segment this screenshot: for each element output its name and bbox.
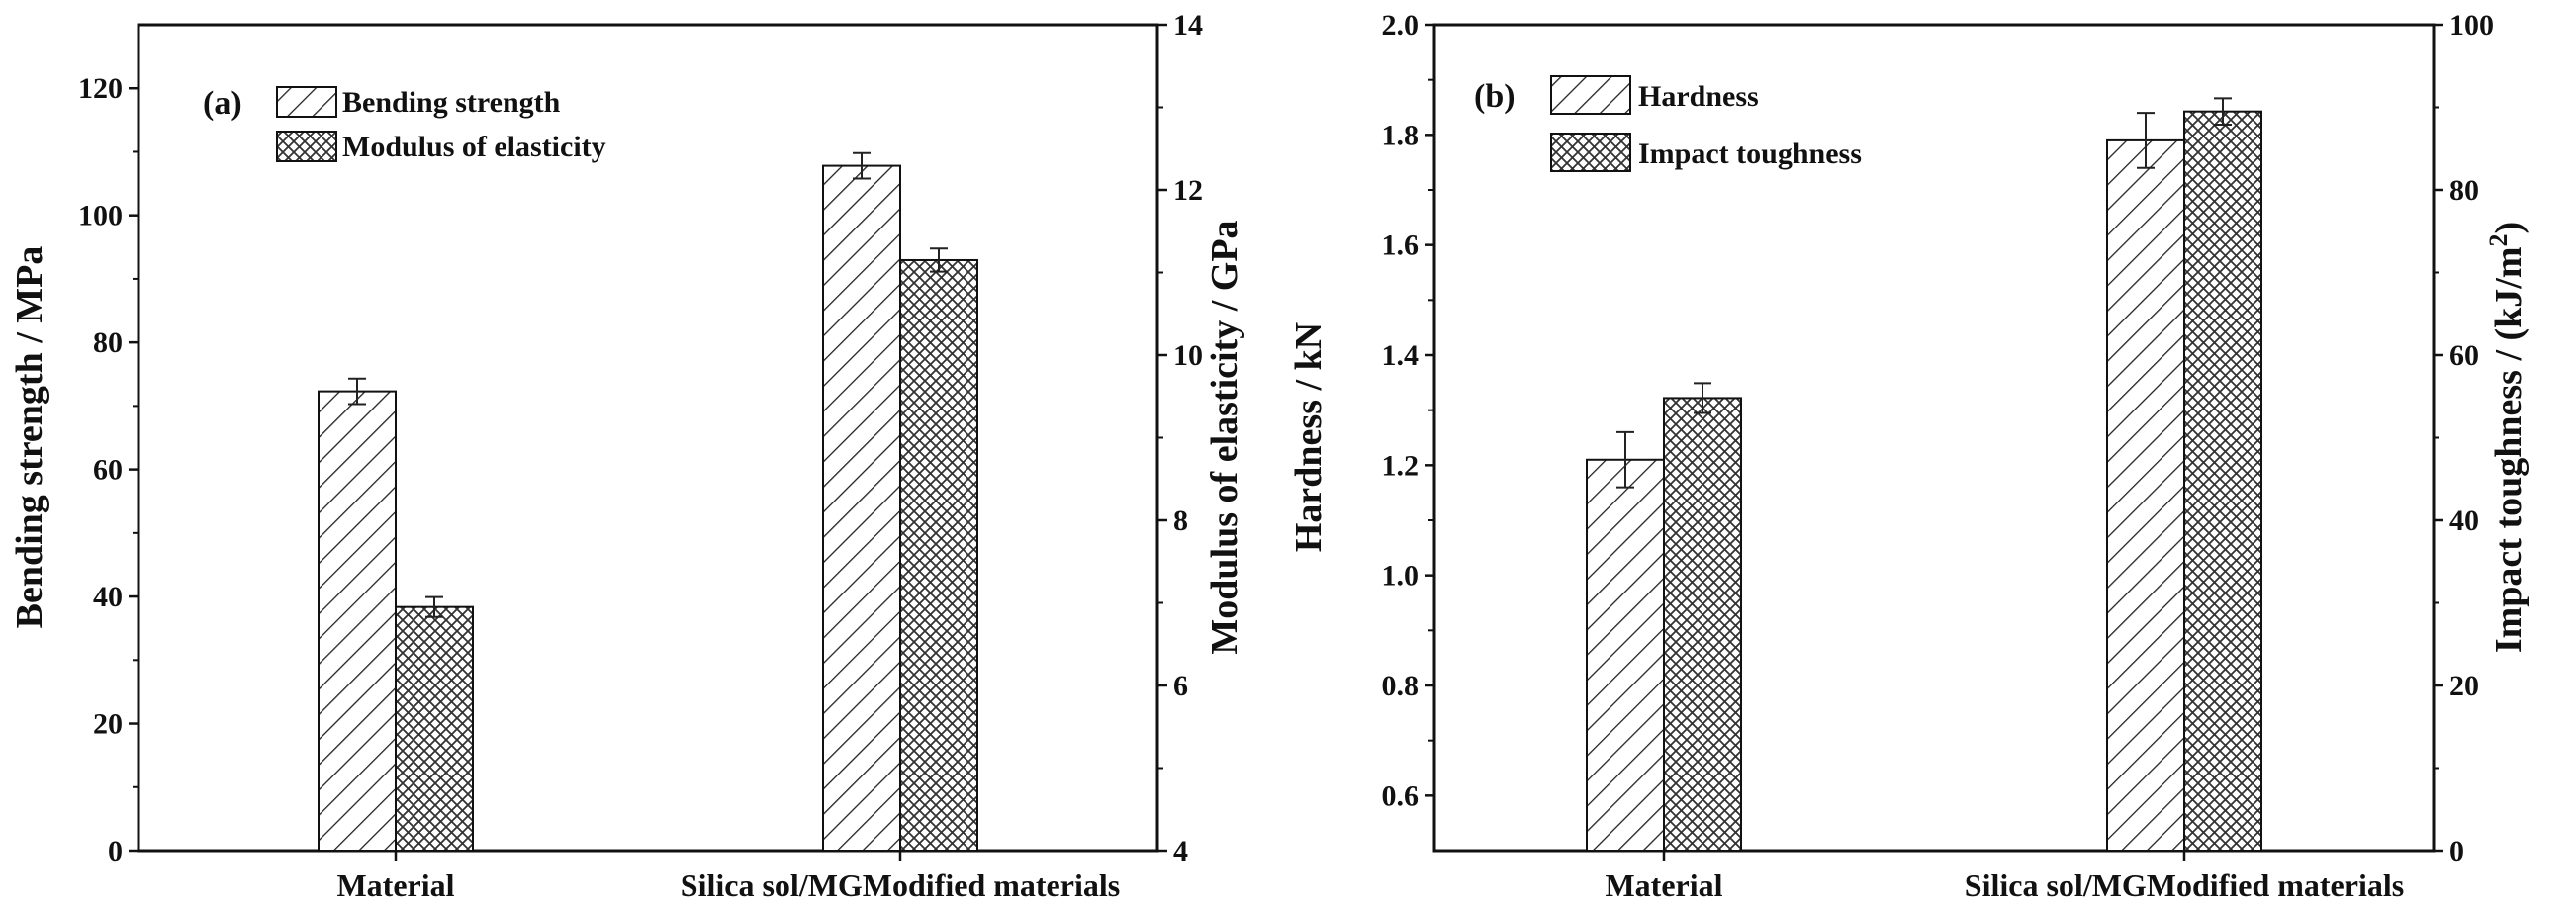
chart-a-errorbar-s1-c1	[930, 247, 948, 273]
chart-b-right-tick-label-5: 100	[2449, 9, 2494, 42]
chart-b-bar-s0-c1	[2106, 138, 2185, 852]
chart-a-legend-swatch-bending	[276, 86, 337, 118]
chart-a-y2-axis-label: Modulus of elasticity / GPa	[1204, 220, 1245, 654]
chart-b-y2-axis-label-main: Impact toughness / (kJ/m	[2488, 247, 2530, 654]
chart-b-right-tick-label-4: 80	[2449, 174, 2479, 207]
chart-a-bar-s1-c1	[899, 258, 978, 853]
chart-a-left-tick-label-4: 80	[93, 326, 123, 359]
chart-b-legend-label-impact: Impact toughness	[1638, 137, 1862, 170]
chart-a-panel-label: (a)	[203, 85, 242, 122]
chart-a-legend-label-bending: Bending strength	[342, 86, 561, 119]
chart-b-right-tick-label-0: 0	[2449, 835, 2464, 867]
chart-a-left-tick-label-0: 0	[108, 835, 123, 867]
chart-a-x-ticks	[394, 851, 902, 861]
chart-a-left-ticks: 0 20 40 60 80 100 120	[78, 72, 138, 867]
chart-a-bar-s0-c1	[822, 164, 901, 853]
chart-b-bar-s0-c0	[1586, 458, 1665, 852]
chart-b-y2-axis-label-sup: 2	[2484, 234, 2513, 247]
chart-a-x-category-0: Material	[336, 867, 454, 903]
chart-a-left-tick-label-5: 100	[78, 200, 123, 232]
chart-b-x-category-1: Silica sol/MGModified materials	[1965, 867, 2404, 903]
chart-a-bar-s1-c0	[395, 605, 474, 852]
chart-b-x-category-0: Material	[1605, 867, 1722, 903]
chart-b-left-tick-label-1: 0.8	[1382, 670, 1420, 702]
chart-b: 0.6 0.8 1.0 1.2 1.4 1.6 1.8 2.0 0 20 40 60 80 100 (b…	[1288, 9, 2530, 903]
chart-b-errorbar-s1-c0	[1694, 382, 1711, 414]
chart-b-left-tick-label-4: 1.4	[1382, 339, 1420, 372]
chart-b-left-tick-label-3: 1.2	[1382, 449, 1420, 482]
chart-a-right-tick-label-5: 14	[1173, 9, 1203, 42]
chart-a-y-axis-label: Bending strength / MPa	[9, 246, 50, 629]
chart-a-x-category-1: Silica sol/MGModified materials	[681, 867, 1120, 903]
chart-a-bars	[318, 151, 978, 853]
chart-a-right-tick-label-1: 6	[1173, 670, 1188, 702]
chart-b-right-tick-label-2: 40	[2449, 504, 2479, 537]
chart-b-legend-label-hardness: Hardness	[1638, 80, 1759, 113]
chart-b-bars	[1586, 97, 2262, 853]
chart-a: 0 20 40 60 80 100 120 4 6 8 10 12 14 (a) Bending st…	[9, 9, 1245, 903]
chart-b-left-tick-label-7: 2.0	[1382, 9, 1420, 42]
chart-b-errorbar-s1-c1	[2214, 97, 2232, 127]
chart-a-right-ticks: 4 6 8 10 12 14	[1157, 9, 1203, 867]
chart-b-y-axis-label: Hardness / kN	[1288, 322, 1330, 552]
chart-a-left-tick-label-2: 40	[93, 581, 123, 613]
chart-a-legend-label-modulus: Modulus of elasticity	[342, 131, 606, 163]
chart-b-right-tick-label-3: 60	[2449, 339, 2479, 372]
chart-b-left-ticks: 0.6 0.8 1.0 1.2 1.4 1.6 1.8 2.0	[1382, 9, 1434, 812]
chart-a-errorbar-s0-c1	[853, 151, 871, 180]
chart-b-legend-swatch-hardness	[1550, 75, 1631, 115]
chart-b-x-ticks	[1662, 851, 2186, 861]
chart-b-y2-axis-label-end: )	[2488, 222, 2530, 234]
chart-b-panel-label: (b)	[1474, 78, 1516, 115]
chart-a-left-tick-label-3: 60	[93, 454, 123, 487]
chart-b-right-tick-label-1: 20	[2449, 670, 2479, 702]
chart-a-right-tick-label-3: 10	[1173, 339, 1203, 372]
chart-a-left-tick-label-1: 20	[93, 708, 123, 741]
chart-a-errorbar-s1-c0	[425, 595, 443, 618]
chart-a-right-tick-label-2: 8	[1173, 504, 1188, 537]
chart-b-right-ticks: 0 20 40 60 80 100	[2434, 9, 2494, 867]
chart-b-y2-axis-label: Impact toughness / (kJ/m2)	[2484, 222, 2530, 653]
chart-a-left-tick-label-6: 120	[78, 72, 123, 105]
chart-a-bar-s0-c0	[318, 390, 397, 852]
chart-b-bar-s1-c0	[1663, 397, 1742, 852]
chart-b-left-tick-label-6: 1.8	[1382, 119, 1420, 151]
chart-a-legend-swatch-modulus	[276, 131, 337, 162]
chart-b-left-tick-label-2: 1.0	[1382, 560, 1420, 593]
chart-b-errorbar-s0-c0	[1616, 430, 1634, 489]
chart-b-errorbar-s0-c1	[2137, 112, 2155, 169]
chart-b-left-tick-label-0: 0.6	[1382, 779, 1420, 812]
chart-b-legend-swatch-impact	[1550, 133, 1631, 172]
chart-a-errorbar-s0-c0	[348, 377, 366, 406]
chart-b-bar-s1-c1	[2183, 110, 2262, 853]
chart-a-right-tick-label-4: 12	[1173, 174, 1203, 207]
chart-a-right-tick-label-0: 4	[1173, 835, 1188, 867]
chart-b-left-tick-label-5: 1.6	[1382, 229, 1420, 262]
